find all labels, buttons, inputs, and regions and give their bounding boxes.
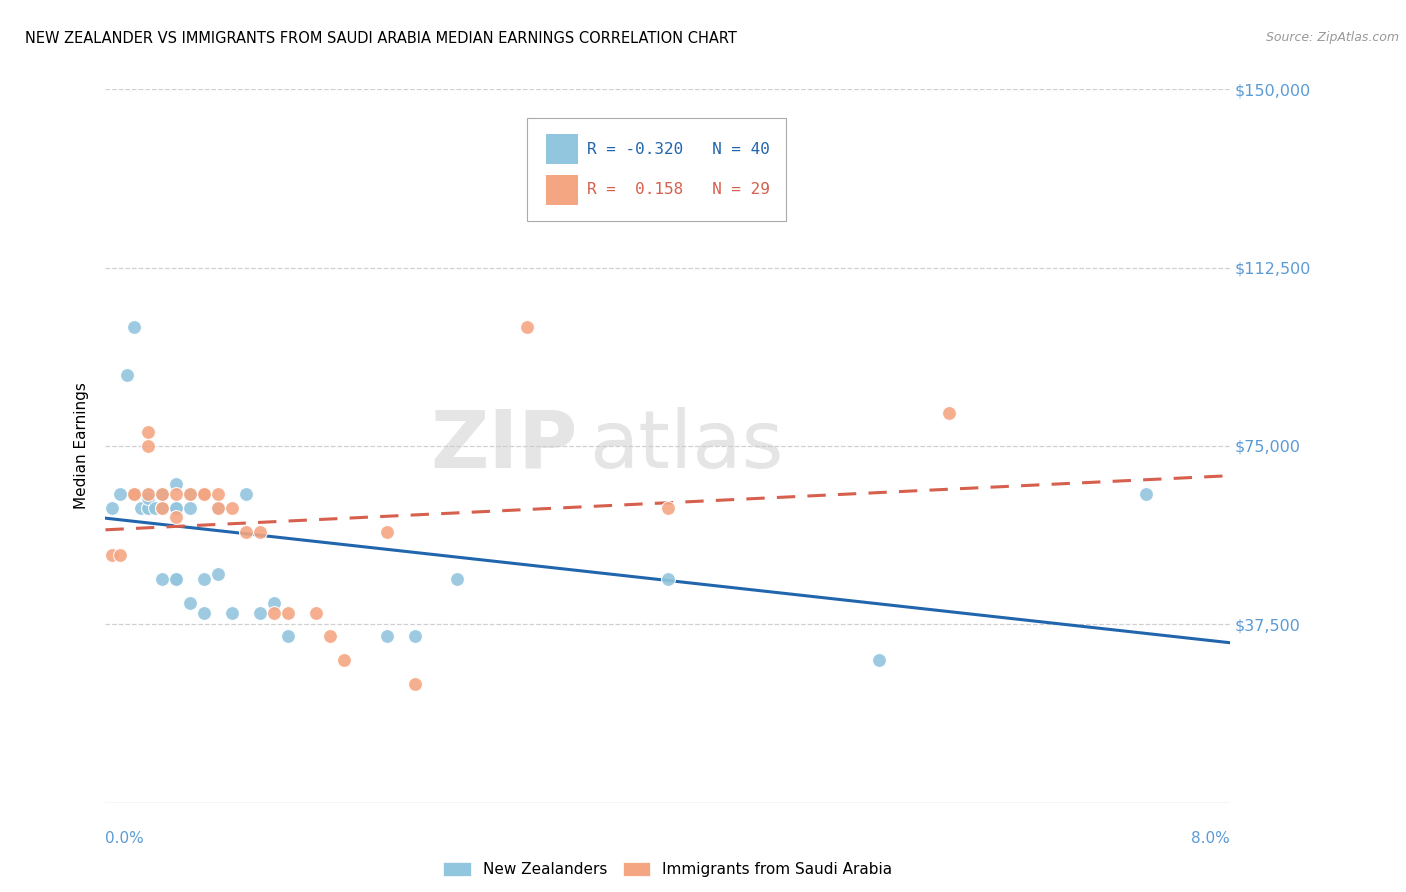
Point: [150, 572, 173, 586]
Point: [122, 486, 145, 500]
Point: [165, 500, 187, 515]
Point: [193, 486, 215, 500]
Bar: [547, 134, 578, 164]
Bar: [547, 175, 578, 205]
Point: [179, 486, 201, 500]
Point: [150, 500, 173, 515]
Point: [136, 500, 159, 515]
Point: [319, 629, 342, 643]
Text: ZIP: ZIP: [430, 407, 578, 485]
Point: [305, 606, 328, 620]
FancyBboxPatch shape: [527, 118, 786, 221]
Point: [277, 629, 299, 643]
Y-axis label: Median Earnings: Median Earnings: [75, 383, 90, 509]
Text: Source: ZipAtlas.com: Source: ZipAtlas.com: [1265, 31, 1399, 45]
Point: [249, 524, 271, 539]
Point: [179, 500, 201, 515]
Point: [108, 549, 131, 563]
Point: [122, 486, 145, 500]
Point: [150, 500, 173, 515]
Point: [235, 486, 257, 500]
Point: [375, 629, 398, 643]
Point: [375, 524, 398, 539]
Point: [165, 500, 187, 515]
Point: [207, 500, 229, 515]
Point: [122, 320, 145, 334]
Point: [143, 500, 166, 515]
Point: [193, 486, 215, 500]
Point: [193, 572, 215, 586]
Point: [657, 572, 679, 586]
Point: [263, 596, 285, 610]
Point: [404, 677, 426, 691]
Point: [193, 606, 215, 620]
Point: [165, 477, 187, 491]
Point: [165, 572, 187, 586]
Point: [136, 491, 159, 506]
Point: [657, 500, 679, 515]
Point: [235, 524, 257, 539]
Point: [179, 596, 201, 610]
Point: [150, 486, 173, 500]
Point: [165, 572, 187, 586]
Text: NEW ZEALANDER VS IMMIGRANTS FROM SAUDI ARABIA MEDIAN EARNINGS CORRELATION CHART: NEW ZEALANDER VS IMMIGRANTS FROM SAUDI A…: [25, 31, 737, 46]
Point: [136, 500, 159, 515]
Point: [207, 486, 229, 500]
Point: [150, 500, 173, 515]
Point: [938, 406, 960, 420]
Point: [333, 653, 356, 667]
Point: [193, 486, 215, 500]
Text: 0.0%: 0.0%: [105, 831, 145, 846]
Point: [136, 425, 159, 439]
Point: [1135, 486, 1157, 500]
Text: R = -0.320   N = 40: R = -0.320 N = 40: [586, 142, 769, 157]
Point: [136, 439, 159, 453]
Point: [108, 486, 131, 500]
Point: [136, 486, 159, 500]
Point: [165, 510, 187, 524]
Point: [221, 606, 243, 620]
Point: [446, 572, 468, 586]
Point: [277, 606, 299, 620]
Point: [129, 500, 152, 515]
Point: [122, 486, 145, 500]
Point: [165, 486, 187, 500]
Point: [263, 606, 285, 620]
Point: [868, 653, 890, 667]
Point: [221, 500, 243, 515]
Legend: New Zealanders, Immigrants from Saudi Arabia: New Zealanders, Immigrants from Saudi Ar…: [443, 863, 893, 877]
Text: atlas: atlas: [589, 407, 783, 485]
Text: R =  0.158   N = 29: R = 0.158 N = 29: [586, 182, 769, 197]
Point: [207, 567, 229, 582]
Point: [150, 486, 173, 500]
Point: [101, 549, 124, 563]
Point: [179, 486, 201, 500]
Point: [101, 500, 124, 515]
Point: [404, 629, 426, 643]
Point: [150, 486, 173, 500]
Point: [115, 368, 138, 382]
Point: [207, 500, 229, 515]
Point: [516, 320, 538, 334]
Point: [136, 486, 159, 500]
Point: [249, 606, 271, 620]
Text: 8.0%: 8.0%: [1191, 831, 1230, 846]
